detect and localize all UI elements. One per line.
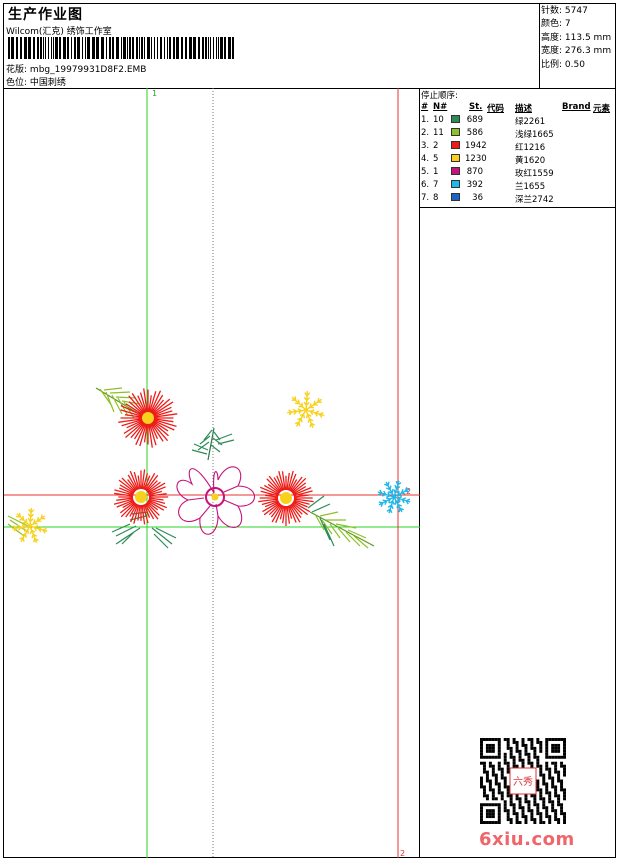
header-divider-vertical [539,3,540,88]
legend-needle: 1 [433,167,439,177]
design-file-name: mbg_19979931D8F2.EMB [29,65,147,75]
yellow-star-far-left [12,508,48,544]
col-code: 代码 [487,104,505,114]
legend-description: 红1216 [515,143,546,153]
barcode [8,37,234,59]
legend-row: 6. 7 392 兰1655 [421,180,616,193]
design-file-line: 花版: mbg_19979931D8F2.EMB [6,62,146,75]
legend-divider-horizontal [419,207,616,208]
col-desc: 描述 [515,104,533,114]
legend-stitches: 689 [466,115,483,125]
stat-stitches: 针数: 5747 [541,6,588,16]
legend-description: 玫红1559 [515,169,554,179]
legend-seq: 6. [421,180,430,190]
color-swatch [451,167,460,175]
color-swatch [451,193,460,201]
stitch-stats: 针数: 5747 颜色: 7 高度: 113.5 mm 宽度: 276.3 mm… [541,5,611,72]
color-position-line: 色位: 中国刺绣 [6,75,66,88]
color-position-value: 中国刺绣 [29,78,66,88]
red-flower-left [113,469,169,525]
legend-seq: 7. [421,193,430,203]
legend-description: 浅绿1665 [515,130,554,140]
col-num: # [421,102,429,112]
legend-stitches: 36 [472,193,483,203]
header-divider-horizontal [3,88,616,89]
guide-label-red-bottom: 2 [400,849,405,858]
legend-row: 7. 8 36 深兰2742 [421,193,616,206]
color-swatch [451,180,460,188]
col-n: N# [433,102,448,112]
stat-height: 高度: 113.5 mm [541,32,612,43]
leaf-lower-left [111,511,177,549]
legend-seq: 2. [421,128,430,138]
legend-needle: 11 [433,128,444,138]
sheet-frame [3,3,616,858]
col-elem: 元素 [593,104,611,114]
center-flower [176,466,255,535]
legend-seq: 3. [421,141,430,151]
color-swatch [451,128,460,136]
legend-needle: 10 [433,115,444,125]
red-flower-right [258,470,314,526]
legend-needle: 2 [433,141,439,151]
red-flower-top [118,388,178,448]
legend-seq: 4. [421,154,430,164]
legend-description: 黄1620 [515,156,546,166]
legend-divider-vertical [419,88,420,858]
legend-description: 兰1655 [515,182,546,192]
leaf-lower-right [307,495,375,549]
color-swatch [451,115,460,123]
qr-code: 六秀 [480,738,566,824]
design-file-label: 花版: [6,65,28,75]
stat-colors: 颜色: 7 [541,19,571,30]
yellow-star-top [287,391,325,428]
legend-stitches: 1230 [465,154,487,164]
legend-seq: 5. [421,167,430,177]
site-watermark: 6xiu.com [479,829,575,850]
col-st: St. [469,102,483,112]
stat-width: 宽度: 276.3 mm [541,46,612,57]
studio-subtitle: Wilcom(汇克) 绣饰工作室 [6,27,112,37]
legend-needle: 7 [433,180,439,190]
legend-row: 4. 5 1230 黄1620 [421,154,616,167]
legend-stitches: 870 [466,167,483,177]
guide-label-green: 1 [152,89,157,98]
legend-row: 3. 2 1942 红1216 [421,141,616,154]
legend-stitches: 1942 [465,141,487,151]
color-position-label: 色位: [6,78,28,88]
legend-description: 绿2261 [515,117,546,127]
stop-order-label: 停止顺序: [421,91,458,101]
legend-stitches: 586 [466,128,483,138]
qr-stamp: 六秀 [513,776,533,788]
embroidery-preview: 1 2 2 [4,88,420,858]
legend-seq: 1. [421,115,430,125]
legend-description: 深兰2742 [515,195,554,205]
legend-needle: 5 [433,154,439,164]
color-swatch [451,154,460,162]
legend-needle: 8 [433,193,439,203]
legend-row: 2. 11 586 浅绿1665 [421,128,616,141]
legend-stitches: 392 [466,180,483,190]
legend-row: 1. 10 689 绿2261 [421,115,616,128]
color-swatch [451,141,460,149]
blue-star-right [377,480,411,514]
col-brand: Brand [562,102,591,112]
legend-row: 5. 1 870 玫红1559 [421,167,616,180]
leaf-top-center [191,427,235,461]
page-title: 生产作业图 [8,7,83,23]
stat-scale: 比例: 0.50 [541,59,585,70]
